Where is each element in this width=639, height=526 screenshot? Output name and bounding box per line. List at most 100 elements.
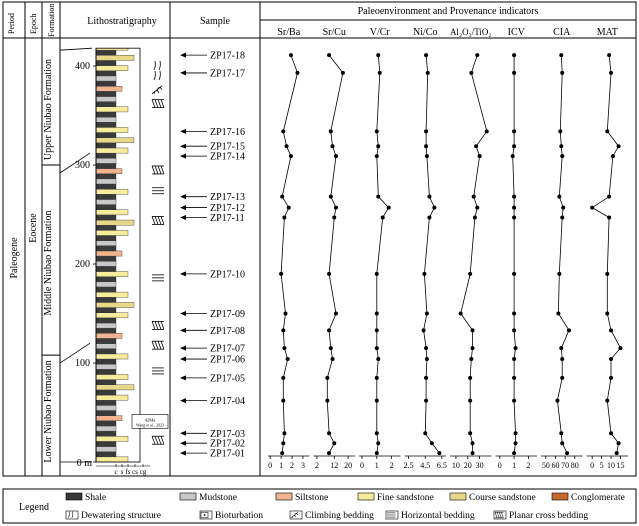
sedimentary-structures bbox=[151, 60, 165, 445]
legend-swatch bbox=[357, 492, 375, 501]
legend-swatch bbox=[199, 510, 213, 520]
indicator-data-point bbox=[288, 154, 293, 159]
legend-item: Siltstone bbox=[275, 492, 328, 503]
lithology-bed bbox=[95, 60, 117, 66]
indicator-data-point bbox=[607, 53, 612, 58]
lithology-bed bbox=[95, 158, 117, 164]
lithology-bed bbox=[95, 327, 117, 334]
indicator-data-point bbox=[512, 398, 517, 403]
sample-marker: ZP17-13 bbox=[180, 192, 245, 203]
legend-item: Fine sandstone bbox=[357, 492, 434, 503]
indicator-data-point bbox=[424, 154, 429, 159]
lithology-bed bbox=[95, 96, 117, 102]
cross-line bbox=[160, 99, 165, 108]
indicator-data-point bbox=[432, 205, 437, 210]
indicator-data-point bbox=[330, 357, 335, 362]
sample-label: ZP17-16 bbox=[210, 127, 245, 138]
indicator-data-point bbox=[374, 451, 379, 456]
climb-path bbox=[151, 85, 163, 95]
indicator-tick-label: 2.5 bbox=[404, 461, 414, 470]
indicator-data-point bbox=[282, 215, 287, 220]
frame bbox=[2, 1, 637, 477]
sample-marker: ZP17-05 bbox=[180, 373, 245, 384]
cross-line bbox=[151, 321, 156, 330]
sample-arrow-head bbox=[180, 450, 186, 456]
indicator-data-point bbox=[609, 70, 614, 75]
lithology-bed bbox=[95, 132, 117, 138]
correlation-line bbox=[59, 152, 91, 174]
lithology-bed bbox=[95, 276, 117, 283]
legend-items: Shale Mudstone Siltstone Fine sandstone Cour… bbox=[65, 492, 625, 521]
bio-box bbox=[200, 511, 209, 519]
cross-line bbox=[494, 512, 498, 518]
legend-label: Mudstone bbox=[199, 493, 237, 503]
indicator-panel: Sr/Cu 2 12 20 bbox=[313, 27, 355, 470]
indicator-data-point bbox=[421, 328, 426, 333]
lithology-bed bbox=[95, 307, 117, 313]
indicator-data-point bbox=[560, 215, 565, 220]
cross-line bbox=[154, 436, 159, 445]
formation-label: Upper Niubao Formation bbox=[43, 59, 54, 160]
indicator-data-point bbox=[468, 375, 473, 380]
lithology-bed bbox=[95, 219, 135, 226]
indicator-data-point bbox=[512, 328, 517, 333]
sample-label: ZP17-12 bbox=[210, 203, 245, 214]
indicator-series-line bbox=[460, 54, 488, 454]
lithology-bed bbox=[95, 317, 117, 324]
indicator-tick-label: 60 bbox=[551, 461, 559, 470]
indicators-header: Paleoenvironment and Provenance indicato… bbox=[358, 6, 539, 17]
lithology-bed bbox=[95, 152, 117, 159]
lithology-bed bbox=[95, 101, 117, 107]
dewater-symbol bbox=[153, 70, 161, 81]
indicator-data-point bbox=[468, 271, 473, 276]
lithology-bed bbox=[95, 322, 117, 329]
sample-marker: ZP17-06 bbox=[180, 355, 245, 366]
indicator-title: V/Cr bbox=[370, 27, 391, 38]
indicator-data-point bbox=[610, 154, 615, 159]
legend-label: Fine sandstone bbox=[377, 493, 434, 503]
hz-symbol bbox=[152, 367, 164, 375]
indicator-data-point bbox=[427, 215, 432, 220]
indicator-tick-label: 12 bbox=[330, 461, 338, 470]
indicator-data-point bbox=[374, 375, 379, 380]
lithology-bed bbox=[95, 240, 117, 246]
cross-line bbox=[160, 321, 165, 330]
indicator-data-point bbox=[609, 431, 614, 436]
dewater-symbol bbox=[153, 60, 161, 71]
indicator-data-point bbox=[327, 53, 332, 58]
sample-marker: ZP17-15 bbox=[180, 142, 245, 153]
grain-size-label: c bbox=[114, 468, 117, 476]
indicator-title: MAT bbox=[597, 27, 618, 38]
age-annotation: 42Ma bbox=[145, 417, 156, 422]
planar-symbol bbox=[151, 99, 165, 109]
indicator-data-point bbox=[565, 451, 570, 456]
legend-swatch bbox=[449, 492, 467, 501]
sample-marker: ZP17-11 bbox=[180, 213, 245, 224]
legend-label: Climbing bedding bbox=[305, 511, 374, 521]
indicator-data-point bbox=[281, 441, 286, 446]
indicator-data-point bbox=[560, 441, 565, 446]
indicator-series-line bbox=[591, 55, 621, 454]
lithology-bed bbox=[95, 122, 117, 128]
legend-label: Conglomerate bbox=[571, 493, 625, 503]
cross-line bbox=[157, 99, 162, 108]
indicator-tick-label: 10 bbox=[607, 461, 615, 470]
indicator-title: Al₂O₃/TiO₂ bbox=[450, 27, 492, 37]
indicator-title: Sr/Ba bbox=[277, 27, 300, 38]
lithology-bed bbox=[95, 338, 117, 344]
indicator-series-line bbox=[556, 55, 570, 454]
lithology-bed bbox=[95, 230, 129, 236]
sample-arrow-head bbox=[180, 153, 186, 159]
dewater-path bbox=[153, 60, 161, 71]
sample-label: ZP17-08 bbox=[210, 326, 245, 337]
lithology-bed bbox=[95, 271, 129, 277]
indicator-tick-label: 2 bbox=[290, 461, 294, 470]
indicator-data-point bbox=[376, 53, 381, 58]
lithology-bed bbox=[95, 209, 129, 216]
indicator-tick-label: 1 bbox=[279, 461, 283, 470]
indicator-data-point bbox=[328, 346, 333, 351]
lithology-bed bbox=[95, 374, 129, 380]
indicator-data-point bbox=[484, 129, 489, 134]
legend-label: Planar cross bedding bbox=[509, 511, 588, 521]
